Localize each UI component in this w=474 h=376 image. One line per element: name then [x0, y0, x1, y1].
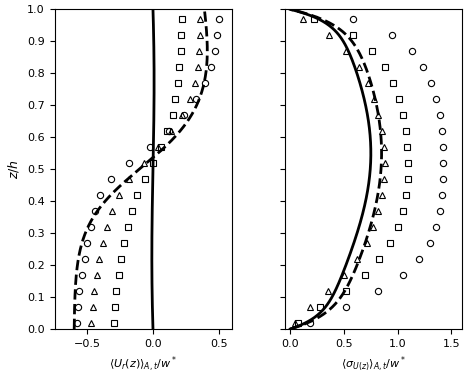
X-axis label: $\langle\sigma_{U(z)}\rangle_{A,t}/w^*$: $\langle\sigma_{U(z)}\rangle_{A,t}/w^*$ [341, 354, 406, 373]
Y-axis label: $z/h$: $z/h$ [7, 159, 21, 179]
X-axis label: $\langle U_r(z)\rangle_{A,t}/w^*$: $\langle U_r(z)\rangle_{A,t}/w^*$ [109, 354, 177, 374]
